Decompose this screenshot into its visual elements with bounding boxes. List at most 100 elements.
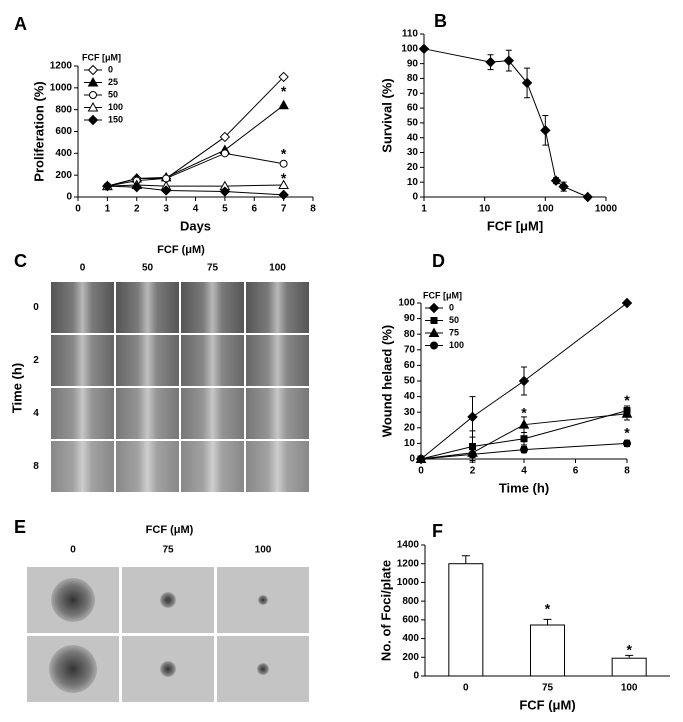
y-tick-label: 0 xyxy=(409,454,415,465)
y-tick-label: 400 xyxy=(55,148,72,159)
y-tick-label: 1000 xyxy=(397,577,420,588)
marker xyxy=(521,77,533,89)
legend-marker xyxy=(87,114,99,126)
y-tick-label: 200 xyxy=(55,170,72,181)
x-tick-label: 4 xyxy=(193,204,199,215)
panel-letter: F xyxy=(432,521,443,541)
annotation: * xyxy=(281,146,287,162)
marker xyxy=(485,56,496,68)
marker xyxy=(550,175,562,186)
panel-letter: E xyxy=(14,517,26,537)
legend-marker xyxy=(87,76,99,87)
legend-marker xyxy=(428,327,440,337)
y-tick-label: 1200 xyxy=(397,558,420,569)
y-axis-label: Survival (%) xyxy=(379,78,394,152)
y-tick-label: 30 xyxy=(404,407,416,418)
x-tick-label: 4 xyxy=(521,466,527,477)
marker xyxy=(621,297,633,309)
column-label: 75 xyxy=(162,545,174,556)
marker xyxy=(278,189,289,201)
micrograph xyxy=(246,335,309,386)
annotation: * xyxy=(626,642,632,658)
y-tick-label: 40 xyxy=(407,132,419,143)
micrograph xyxy=(246,282,309,333)
y-tick-label: 10 xyxy=(404,438,416,449)
row-label: 2 xyxy=(33,355,39,366)
y-tick-label: 10 xyxy=(407,177,419,188)
y-tick-label: 0 xyxy=(412,192,418,203)
micrograph xyxy=(51,282,114,333)
y-tick-label: 400 xyxy=(402,633,419,644)
x-tick-label: 1 xyxy=(105,204,111,215)
legend-label: 75 xyxy=(449,327,459,337)
x-tick-label: 0 xyxy=(463,683,469,694)
micrograph xyxy=(181,441,244,492)
column-label: 0 xyxy=(70,545,76,556)
legend-marker xyxy=(430,317,438,324)
column-label: 100 xyxy=(255,545,272,556)
legend-label: 100 xyxy=(449,340,464,350)
y-tick-label: 1400 xyxy=(397,540,420,551)
column-label: 75 xyxy=(207,263,219,274)
micrograph xyxy=(116,388,179,439)
marker xyxy=(468,450,477,459)
y-tick-label: 60 xyxy=(404,360,416,371)
grid-title: FCF (μM) xyxy=(157,244,205,256)
colony xyxy=(160,592,176,608)
micrograph xyxy=(181,282,244,333)
marker xyxy=(540,125,551,136)
series-line xyxy=(107,104,284,187)
y-tick-label: 200 xyxy=(402,652,419,663)
micrograph xyxy=(51,335,114,386)
y-tick-label: 0 xyxy=(413,671,419,682)
y-axis-label: No. of Foci/plate xyxy=(378,560,393,661)
x-tick-label: 6 xyxy=(251,204,257,215)
row-axis-label: Time (h) xyxy=(9,363,24,413)
legend-title: FCF [μM] xyxy=(82,52,121,62)
micrograph xyxy=(246,441,309,492)
marker xyxy=(582,191,593,203)
x-tick-label: 0 xyxy=(75,204,81,215)
legend-marker xyxy=(89,91,97,99)
legend-label: 100 xyxy=(108,102,123,112)
annotation: * xyxy=(624,425,630,441)
colony xyxy=(160,661,176,677)
marker xyxy=(467,411,478,423)
colony xyxy=(257,663,269,675)
micrograph xyxy=(181,335,244,386)
legend-marker xyxy=(428,302,440,314)
x-tick-label: 5 xyxy=(222,204,228,215)
annotation: * xyxy=(521,404,527,420)
column-label: 0 xyxy=(80,263,86,274)
y-tick-label: 30 xyxy=(407,147,419,158)
x-tick-label: 10 xyxy=(479,204,491,215)
y-tick-label: 90 xyxy=(404,313,416,324)
marker xyxy=(278,179,289,189)
x-tick-label: 1 xyxy=(421,204,427,215)
x-tick-label: 7 xyxy=(281,204,287,215)
legend-title: FCF [μM] xyxy=(423,290,462,300)
x-tick-label: 1000 xyxy=(595,204,618,215)
y-tick-label: 70 xyxy=(407,88,419,99)
y-tick-label: 600 xyxy=(402,614,419,625)
y-tick-label: 80 xyxy=(404,329,416,340)
marker xyxy=(219,131,231,143)
y-tick-label: 90 xyxy=(407,58,419,69)
row-label: 4 xyxy=(33,408,39,419)
micrograph xyxy=(116,282,179,333)
marker xyxy=(518,419,530,429)
annotation: * xyxy=(281,170,287,186)
x-tick-label: 75 xyxy=(542,683,554,694)
x-tick-label: 8 xyxy=(624,466,630,477)
marker xyxy=(417,455,425,463)
x-tick-label: 2 xyxy=(134,204,140,215)
y-tick-label: 20 xyxy=(407,162,419,173)
marker xyxy=(278,71,289,83)
marker xyxy=(160,185,172,196)
legend-marker xyxy=(430,341,438,350)
legend-label: 25 xyxy=(108,77,118,87)
x-tick-label: 2 xyxy=(470,466,476,477)
marker xyxy=(279,159,288,168)
legend-label: 150 xyxy=(108,114,123,124)
y-tick-label: 0 xyxy=(66,192,72,203)
